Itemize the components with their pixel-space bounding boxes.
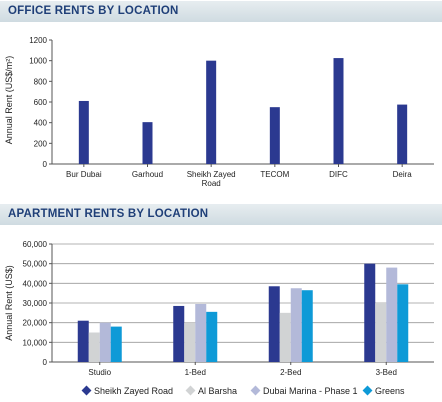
apartment-bar <box>290 288 302 362</box>
apartment-bar <box>99 322 111 362</box>
apartment-bar <box>88 332 100 362</box>
office-y-tick-label: 600 <box>34 98 48 107</box>
office-y-tick-label: 800 <box>34 77 48 86</box>
office-bar <box>142 122 153 164</box>
apartment-y-tick-label: 60,000 <box>23 240 48 249</box>
apartment-chart-title: APARTMENT RENTS BY LOCATION <box>0 204 442 225</box>
apartment-bar <box>397 284 409 362</box>
office-x-tick-label: DIFC <box>329 170 348 179</box>
apartment-bar <box>268 286 280 362</box>
office-x-tick-label: Deira <box>393 170 413 179</box>
legend-marker <box>362 385 373 396</box>
apartment-x-tick-label: Studio <box>88 368 111 377</box>
office-bar <box>333 58 344 165</box>
apartment-bar <box>110 326 122 362</box>
office-bar <box>206 60 217 164</box>
office-y-tick-label: 1200 <box>29 36 47 45</box>
apartment-bar <box>364 263 376 362</box>
apartment-bar <box>77 320 89 362</box>
apartment-rents-chart: 0 10,000 20,000 30,000 40,000 50,000 60,000 St… <box>4 240 434 396</box>
office-bar <box>269 107 280 164</box>
office-rents-chart: 0 200 400 600 800 1000 1200 Bur Dubai Garhoud Sh… <box>4 36 434 188</box>
office-x-tick-label: Garhoud <box>132 170 163 179</box>
apartment-y-tick-label: 50,000 <box>23 260 48 269</box>
apartment-y-tick-label: 30,000 <box>23 299 48 308</box>
office-y-tick-label: 1000 <box>29 57 47 66</box>
apartment-y-tick-label: 10,000 <box>23 338 48 347</box>
legend-label: Greens <box>375 386 405 396</box>
apartment-bar <box>195 303 207 362</box>
legend-label: Sheikh Zayed Road <box>94 386 173 396</box>
apartment-bar <box>279 312 291 362</box>
legend-marker <box>250 385 261 396</box>
office-y-tick-label: 0 <box>43 160 48 169</box>
apartment-bar <box>375 303 387 362</box>
office-y-axis-label: Annual Rent (US$/m²) <box>4 56 14 145</box>
apartment-bar <box>206 311 218 362</box>
office-bar <box>397 104 408 164</box>
legend-label: Dubai Marina - Phase 1 <box>263 386 358 396</box>
legend-marker <box>81 385 92 396</box>
apartment-x-tick-label: 2-Bed <box>280 368 301 377</box>
office-y-tick-label: 400 <box>34 119 48 128</box>
apartment-y-tick-label: 0 <box>43 358 48 367</box>
office-x-tick-label: TECOM <box>260 170 289 179</box>
apartment-y-tick-label: 20,000 <box>23 319 48 328</box>
office-x-tick-label: Sheikh Zayed Road <box>187 170 236 188</box>
apartment-bar <box>173 305 185 362</box>
apartment-bar <box>184 322 196 362</box>
apartment-y-axis-label: Annual Rent (US$) <box>4 265 14 341</box>
office-bar <box>78 100 89 164</box>
apartment-x-tick-label: 1-Bed <box>185 368 206 377</box>
legend-marker <box>185 385 196 396</box>
legend-label: Al Barsha <box>198 386 237 396</box>
apartment-bar <box>386 267 398 362</box>
apartment-y-tick-label: 40,000 <box>23 279 48 288</box>
apartment-x-tick-label: 3-Bed <box>376 368 397 377</box>
apartment-bar <box>301 290 313 362</box>
office-chart-title: OFFICE RENTS BY LOCATION <box>0 1 442 22</box>
office-x-tick-label: Bur Dubai <box>66 170 102 179</box>
office-y-tick-label: 200 <box>34 139 48 148</box>
